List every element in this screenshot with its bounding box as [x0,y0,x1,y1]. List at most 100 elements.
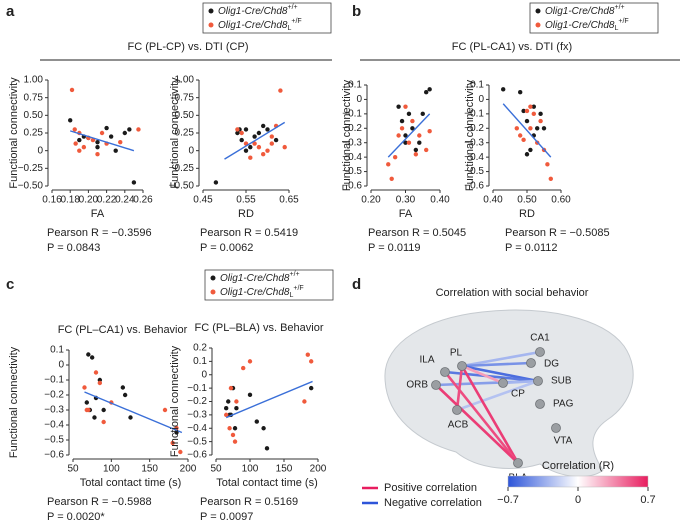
legend-marker [208,22,214,28]
x-axis-label: RD [238,208,254,220]
y-tick-label: 0 [201,369,207,380]
node-label: CP [511,389,525,400]
y-tick-label: −0.3 [44,405,64,416]
node-label: ORB [406,380,428,391]
y-tick-label: 0.1 [470,80,484,91]
point [128,415,133,420]
x-tick-label: 0.50 [517,195,537,206]
y-tick-label: −0.6 [342,181,362,192]
x-axis-label: RD [519,208,535,220]
point [541,126,547,131]
y-tick-label: 0.1 [193,356,207,367]
y-tick-label: 0.50 [24,110,44,121]
point [89,355,95,360]
point [118,139,123,145]
legend-label: Olig1-Cre/Chd8L+/F [218,18,302,32]
x-tick-label: 0.20 [79,195,99,206]
point [265,127,270,132]
point [514,126,519,131]
x-tick-label: 0.30 [396,195,416,206]
chart-title: FC (PL–CA1) vs. Behavior [58,324,188,336]
legend-name: Olig1-Cre/Chd8 [218,20,288,31]
legend-box [529,2,659,34]
point [302,399,307,404]
legend-box [202,2,332,34]
legend-sup: +/F [291,18,301,25]
legend-label: Olig1-Cre/Chd8L+/F [545,18,629,32]
legend-sup: +/+ [614,4,624,11]
point [256,144,262,150]
point [545,162,550,167]
point [232,426,238,431]
fit-line [502,103,552,158]
point [524,108,530,114]
legend-label: Olig1-Cre/Chd8+/+ [218,4,298,16]
y-tick-label: −0.1 [342,108,362,119]
x-tick-label: 200 [310,464,327,475]
panel-label: d [352,276,361,293]
node-label: VTA [554,436,573,447]
y-tick-label: −0.6 [44,450,64,461]
point [410,118,415,124]
stat-label: P = 0.0112 [505,242,558,254]
x-tick-label: 0.45 [193,195,213,206]
network-edge [460,364,520,465]
point [420,111,425,117]
point [252,141,257,146]
y-tick-label: −0.50 [169,181,195,192]
legend-sup: +/+ [289,271,299,278]
point [548,176,553,181]
point [528,147,533,153]
point [524,118,530,124]
legend-sub: L [289,292,293,299]
point [264,446,270,451]
stat-label: Pearson R = 0.5419 [200,227,298,239]
stat-label: Pearson R = 0.5169 [200,496,298,508]
panel-label: b [352,3,361,20]
legend-marker [208,8,214,14]
point [239,130,244,136]
network-node [457,361,467,371]
y-tick-label: 1.00 [175,75,195,86]
point [247,392,253,398]
point [101,407,106,413]
point [127,127,132,132]
legend-name: Olig1-Cre/Chd8 [218,6,288,17]
network-node [551,423,561,433]
point [386,162,391,167]
point [265,148,270,153]
point [226,399,231,404]
network-node [440,367,450,377]
network-edge [434,383,520,465]
stat-label: Pearson R = −0.5085 [505,227,610,239]
y-tick-label: 0 [37,145,43,156]
y-tick-label: 0.75 [24,92,44,103]
point [122,392,128,398]
stat-label: P = 0.0119 [368,242,421,254]
y-tick-label: −0.2 [187,396,207,407]
y-tick-label: −0.5 [187,436,207,447]
legend-name: Olig1-Cre/Chd8 [545,6,615,17]
legend-name: Olig1-Cre/Chd8 [220,287,290,298]
x-tick-label: 100 [242,464,259,475]
legend-sub: L [614,25,618,32]
edge-legend-label: Negative correlation [384,497,482,509]
y-tick-label: −0.2 [464,123,484,134]
y-tick-label: −0.4 [342,152,362,163]
y-tick-label: −0.5 [342,166,362,177]
point [528,104,533,109]
y-tick-label: 0.25 [24,128,44,139]
diagram-title: Correlation with social behavior [436,287,589,299]
y-tick-label: 0 [356,94,362,105]
point [403,140,408,145]
legend-label: Olig1-Cre/Chd8+/+ [545,4,625,16]
legend-sub: L [287,25,291,32]
point [241,365,246,371]
y-tick-label: 0.1 [348,80,362,91]
stat-label: Pearson R = 0.5045 [368,227,466,239]
y-tick-label: −0.3 [187,410,207,421]
y-tick-label: 0.25 [175,128,195,139]
legend-label: Olig1-Cre/Chd8L+/F [220,285,304,299]
point [230,432,236,438]
